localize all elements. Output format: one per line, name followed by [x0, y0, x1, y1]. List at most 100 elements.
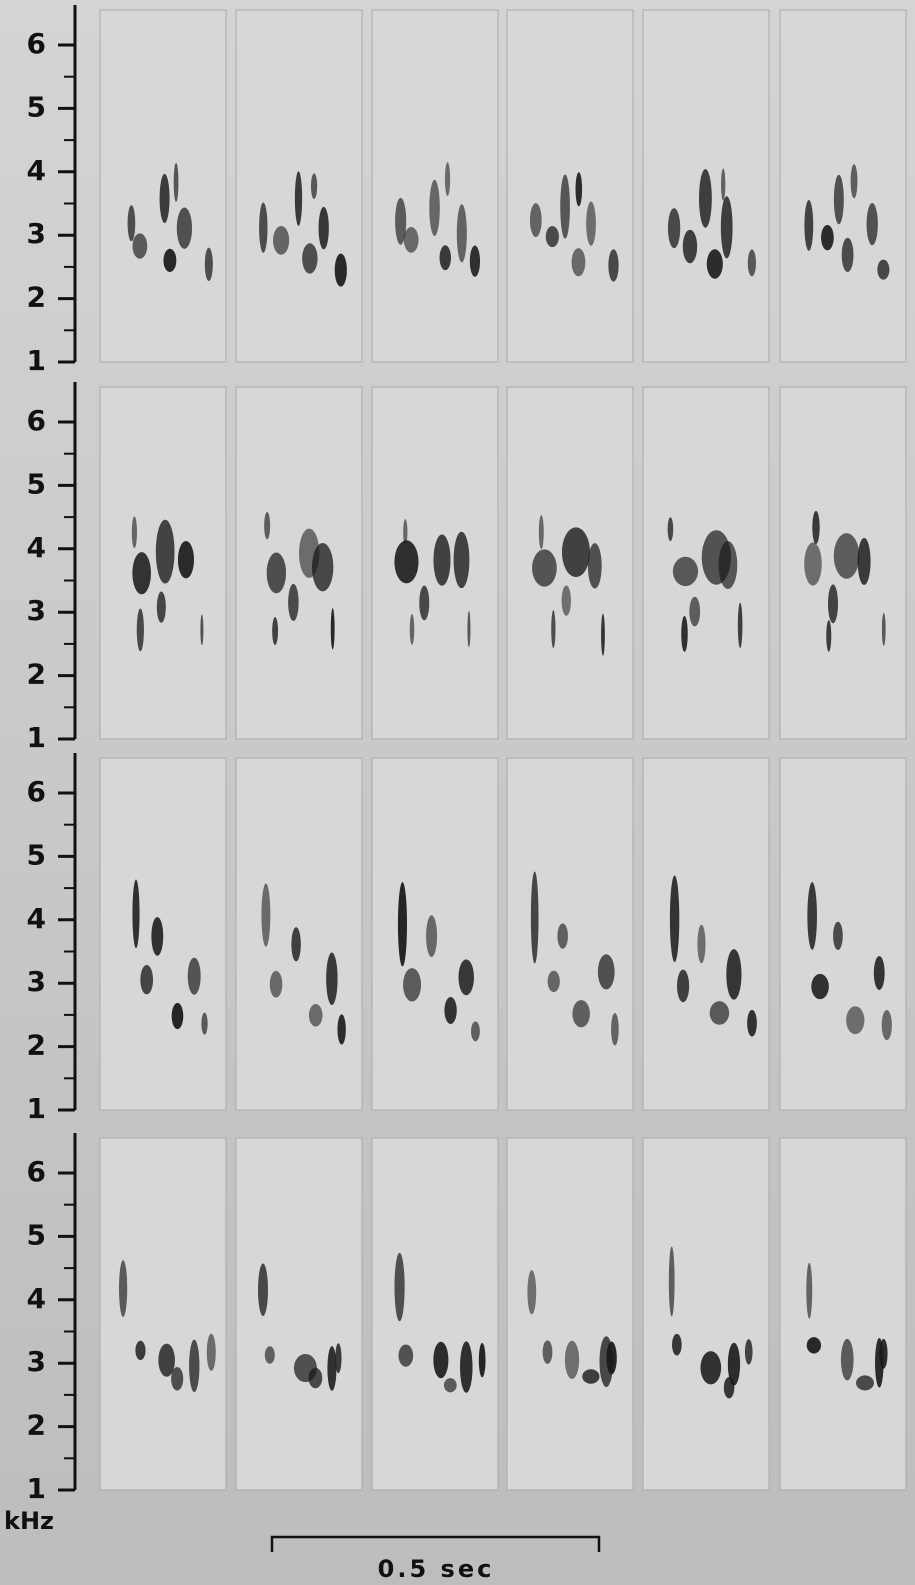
sonogram-trace — [264, 511, 271, 540]
y-tick-label: 1 — [27, 344, 46, 377]
sonogram-trace — [879, 1338, 888, 1369]
y-tick-label: 1 — [27, 1092, 46, 1125]
sonogram-trace — [177, 541, 194, 579]
sonogram-trace — [132, 552, 151, 595]
sonogram-trace — [478, 1342, 486, 1378]
sonogram-trace — [846, 1006, 865, 1035]
sonogram-trace — [826, 620, 832, 652]
sonogram-trace — [881, 612, 886, 646]
sonogram-trace — [261, 883, 271, 947]
sonogram-trace — [444, 162, 451, 197]
sonogram-trace — [873, 956, 885, 990]
sonogram-panel — [779, 1137, 907, 1491]
sonogram-trace — [709, 1001, 730, 1025]
y-tick-label: 4 — [27, 531, 46, 564]
sonogram-trace — [856, 1375, 874, 1391]
y-tick-label: 6 — [27, 27, 46, 60]
sonogram-grid — [99, 9, 907, 1491]
sonogram-trace — [586, 201, 596, 246]
sonogram-trace — [136, 608, 144, 652]
sonogram-trace — [453, 531, 470, 589]
sonogram-trace — [542, 1340, 553, 1364]
scale-bar-label: 0.5 sec — [378, 1555, 495, 1583]
sonogram-trace — [841, 237, 854, 273]
sonogram-panel — [506, 9, 634, 363]
sonogram-trace — [561, 527, 590, 577]
sonogram-trace — [811, 973, 829, 1000]
sonogram-trace — [538, 515, 544, 550]
sonogram-trace — [698, 169, 712, 228]
sonogram-trace — [669, 875, 680, 963]
sonogram-trace — [572, 1000, 590, 1028]
sonogram-trace — [308, 1003, 323, 1027]
sonogram-trace — [564, 1340, 580, 1379]
sonogram-trace — [812, 510, 820, 544]
sonogram-trace — [158, 1343, 175, 1377]
y-tick-label: 6 — [27, 775, 46, 808]
sonogram-trace — [806, 1262, 813, 1319]
sonogram-trace — [668, 1246, 675, 1317]
y-tick-label: 3 — [27, 965, 46, 998]
sonogram-trace — [264, 1346, 275, 1364]
sonogram-trace — [337, 1014, 346, 1045]
sonogram-trace — [273, 225, 290, 255]
sonogram-trace — [155, 519, 175, 584]
sonogram-trace — [272, 617, 279, 646]
sonogram-trace — [176, 207, 193, 249]
sonogram-trace — [291, 927, 301, 962]
sonogram-trace — [532, 549, 557, 587]
sonogram-trace — [426, 915, 438, 958]
sonogram-trace — [163, 248, 177, 273]
sonogram-trace — [151, 917, 164, 956]
sonogram-trace — [334, 253, 347, 287]
sonogram-trace — [294, 171, 303, 226]
sonogram-trace — [127, 205, 136, 242]
sonogram-trace — [471, 1021, 480, 1042]
sonogram-trace — [171, 1366, 184, 1391]
sonogram-trace — [173, 162, 179, 203]
sonogram-trace — [395, 197, 407, 245]
sonogram-panel — [642, 757, 770, 1111]
sonogram-trace — [201, 1012, 208, 1035]
sonogram-trace — [403, 968, 422, 1002]
y-tick-label: 3 — [27, 217, 46, 250]
y-tick-label: 6 — [27, 404, 46, 437]
sonogram-trace — [611, 1013, 619, 1046]
sonogram-trace — [697, 924, 706, 964]
sonogram-panel — [642, 1137, 770, 1491]
sonogram-trace — [700, 1351, 722, 1385]
sonogram-trace — [266, 552, 287, 594]
sonogram-trace — [439, 245, 451, 271]
y-tick-label: 5 — [27, 467, 46, 500]
sonogram-trace — [135, 1340, 146, 1361]
y-tick-label: 6 — [27, 1155, 46, 1188]
y-tick-label: 3 — [27, 1345, 46, 1378]
sonogram-panel — [235, 1137, 363, 1491]
sonogram-panel — [779, 757, 907, 1111]
sonogram-trace — [689, 596, 701, 627]
sonogram-trace — [833, 533, 860, 579]
sonogram-trace — [433, 1341, 449, 1379]
sonogram-trace — [269, 970, 283, 998]
sonogram-trace — [529, 203, 542, 237]
sonogram-trace — [326, 952, 338, 1005]
sonogram-trace — [575, 172, 583, 207]
sonogram-trace — [672, 556, 699, 587]
sonogram-trace — [394, 540, 419, 584]
sonogram-trace — [606, 1341, 617, 1375]
sonogram-trace — [804, 200, 814, 251]
sonogram-trace — [721, 168, 726, 201]
sonogram-trace — [429, 179, 440, 237]
sonogram-trace — [807, 882, 817, 950]
sonogram-trace — [561, 585, 571, 616]
sonogram-trace — [747, 1009, 757, 1037]
sonogram-trace — [469, 245, 481, 277]
sonogram-trace — [840, 1338, 854, 1381]
sonogram-trace — [667, 208, 681, 249]
sonogram-trace — [394, 1252, 405, 1322]
y-tick-label: 2 — [27, 1029, 46, 1062]
sonogram-trace — [747, 249, 756, 277]
sonogram-trace — [460, 1341, 473, 1393]
sonogram-trace — [403, 226, 419, 253]
sonogram-trace — [833, 174, 844, 225]
